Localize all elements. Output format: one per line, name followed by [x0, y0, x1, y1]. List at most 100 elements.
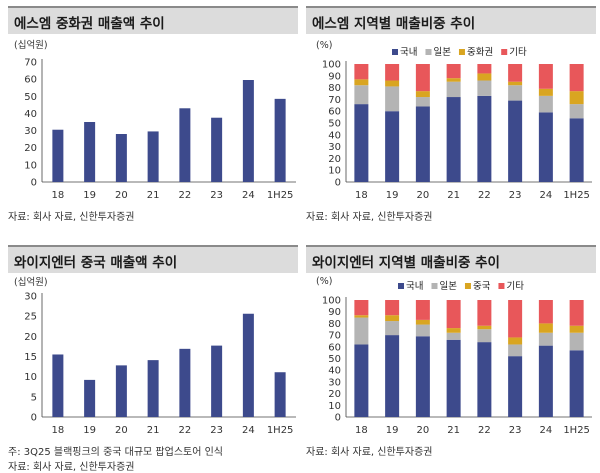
legend-swatch — [501, 49, 508, 55]
bar-segment — [477, 80, 492, 96]
bar-segment — [569, 64, 584, 92]
bar-segment — [415, 97, 430, 107]
x-tick-label: 19 — [83, 190, 96, 201]
bar-segment — [477, 300, 492, 326]
x-tick-label: 24 — [540, 425, 553, 436]
bar-segment — [477, 73, 492, 81]
chart-source: 자료: 회사 자료, 신한투자증권 — [8, 212, 135, 223]
x-tick-label: 20 — [115, 190, 128, 201]
legend-swatch — [498, 283, 505, 289]
bar-segment — [508, 300, 523, 338]
bar-segment — [508, 81, 523, 86]
x-tick-label: 21 — [447, 425, 460, 436]
x-tick-label: 20 — [417, 425, 430, 436]
panel-sm-region-share: 에스엠 지역별 매출비중 추이 (%) 0 10 20 30 40 50 60 70 80 90 10… — [306, 6, 596, 228]
bar-segment — [354, 79, 369, 86]
bar-segment — [446, 81, 461, 98]
bar-segment — [446, 300, 461, 329]
bar — [115, 134, 127, 182]
panel-title: 와이지엔터 지역별 매출비중 추이 — [312, 255, 500, 271]
y-tick-label: 20 — [24, 143, 37, 154]
bar-segment — [385, 335, 400, 417]
bar — [274, 98, 286, 182]
bar — [179, 108, 191, 182]
bar-segment — [415, 91, 430, 98]
bar-segment — [508, 356, 523, 417]
y-tick-label: 0 — [335, 178, 341, 189]
bar-segment — [569, 104, 584, 119]
x-tick-label: 18 — [52, 190, 65, 201]
legend-label: 국내 — [406, 281, 423, 292]
legend-label: 중화권 — [467, 46, 493, 58]
panel-yg-china-revenue: 와이지엔터 중국 매출액 추이 (십억원) 0 5 10 15 20 25 30 18 19 20 2… — [8, 245, 298, 473]
y-tick-label: 15 — [24, 352, 37, 363]
bar-segment — [508, 337, 523, 345]
bar-segment — [354, 315, 369, 318]
y-tick-label: 30 — [328, 142, 341, 153]
y-tick-label: 10 — [328, 166, 341, 177]
chart-sm-china-revenue: (십억원) 0 10 20 30 40 50 60 70 18 19 20 21 22 23 24 1H25 — [14, 39, 296, 201]
x-tick-label: 24 — [540, 190, 553, 201]
y-tick-label: 70 — [328, 331, 341, 342]
bar-segment — [415, 106, 430, 182]
panel-title: 와이지엔터 중국 매출액 추이 — [14, 255, 178, 271]
panel-title: 에스엠 중화권 매출액 추이 — [14, 16, 165, 32]
x-tick-label: 19 — [83, 425, 96, 436]
panel-title-bar: 에스엠 중화권 매출액 추이 — [8, 6, 298, 34]
bar-segment — [538, 345, 553, 417]
bar — [84, 122, 96, 182]
bar-segment — [538, 332, 553, 346]
legend-swatch — [431, 283, 438, 289]
bar-segment — [569, 332, 584, 351]
bar-segment — [538, 323, 553, 333]
chart-note: 주: 3Q25 블랙핑크의 중국 대규모 팝업스토어 인식 — [8, 447, 223, 458]
legend-label: 일본 — [433, 47, 451, 58]
x-tick-label: 22 — [478, 425, 491, 436]
bar-segment — [538, 112, 553, 182]
x-tick-label: 1H25 — [563, 425, 590, 436]
x-tick-label: 21 — [147, 190, 160, 201]
legend-label: 기타 — [509, 47, 527, 58]
bar-segment — [415, 336, 430, 417]
y-tick-label: 5 — [31, 392, 37, 403]
y-tick-label: 80 — [328, 83, 341, 94]
x-tick-label: 18 — [52, 425, 65, 436]
bar-segment — [415, 64, 430, 92]
x-tick-label: 1H25 — [267, 190, 294, 201]
bar-segment — [569, 91, 584, 105]
y-tick-label: 20 — [24, 332, 37, 343]
bar-segment — [446, 64, 461, 79]
bar-segment — [446, 328, 461, 333]
bar-segment — [569, 300, 584, 326]
bar-segment — [477, 329, 492, 343]
bar — [52, 129, 64, 182]
bar-segment — [385, 300, 400, 316]
y-tick-label: 90 — [328, 71, 341, 82]
y-tick-label: 10 — [328, 401, 341, 412]
bar-segment — [538, 88, 553, 96]
x-tick-label: 19 — [386, 190, 399, 201]
bar-segment — [477, 325, 492, 330]
bar-segment — [569, 118, 584, 182]
legend-swatch — [398, 283, 404, 289]
x-tick-label: 20 — [417, 190, 430, 201]
x-tick-label: 18 — [355, 425, 368, 436]
y-tick-label: 20 — [328, 389, 341, 400]
legend-swatch — [458, 49, 465, 55]
x-tick-label: 24 — [242, 190, 255, 201]
x-tick-label: 23 — [509, 425, 522, 436]
y-tick-label: 70 — [24, 58, 37, 69]
y-unit-label: (%) — [316, 40, 332, 51]
bar-segment — [354, 85, 369, 105]
x-tick-label: 23 — [210, 425, 223, 436]
bar-segment — [569, 350, 584, 417]
bar-segment — [508, 64, 523, 82]
bar-segment — [385, 315, 400, 322]
bar-segment — [354, 344, 369, 417]
bar — [242, 313, 254, 417]
y-tick-label: 70 — [328, 95, 341, 106]
y-tick-label: 50 — [328, 119, 341, 130]
bar — [147, 360, 159, 417]
